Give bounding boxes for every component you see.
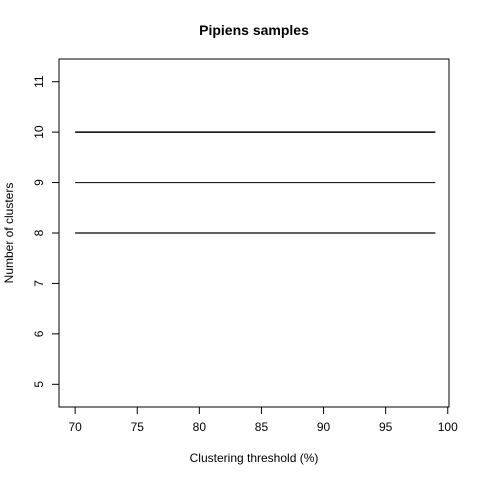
x-tick-label: 100 bbox=[438, 420, 458, 434]
y-tick-label: 8 bbox=[32, 229, 46, 236]
y-tick-label: 7 bbox=[32, 280, 46, 287]
series-group bbox=[75, 131, 436, 234]
y-axis: 5 6 7 8 9 10 11 bbox=[32, 75, 60, 388]
y-tick-label: 6 bbox=[32, 330, 46, 337]
x-tick-label: 90 bbox=[317, 420, 331, 434]
x-tick-label: 95 bbox=[379, 420, 393, 434]
x-tick-label: 80 bbox=[193, 420, 207, 434]
x-tick-label: 75 bbox=[131, 420, 145, 434]
y-tick-label: 11 bbox=[32, 75, 46, 88]
y-tick-label: 10 bbox=[32, 125, 46, 139]
y-tick-label: 9 bbox=[32, 179, 46, 186]
x-tick-label: 70 bbox=[68, 420, 82, 434]
x-tick-label: 85 bbox=[255, 420, 269, 434]
y-axis-label: Number of clusters bbox=[2, 183, 16, 284]
x-axis-label: Clustering threshold (%) bbox=[190, 451, 319, 465]
x-axis: 70 75 80 85 90 95 100 bbox=[68, 406, 458, 434]
y-tick-label: 5 bbox=[32, 381, 46, 388]
chart-title: Pipiens samples bbox=[199, 22, 309, 38]
